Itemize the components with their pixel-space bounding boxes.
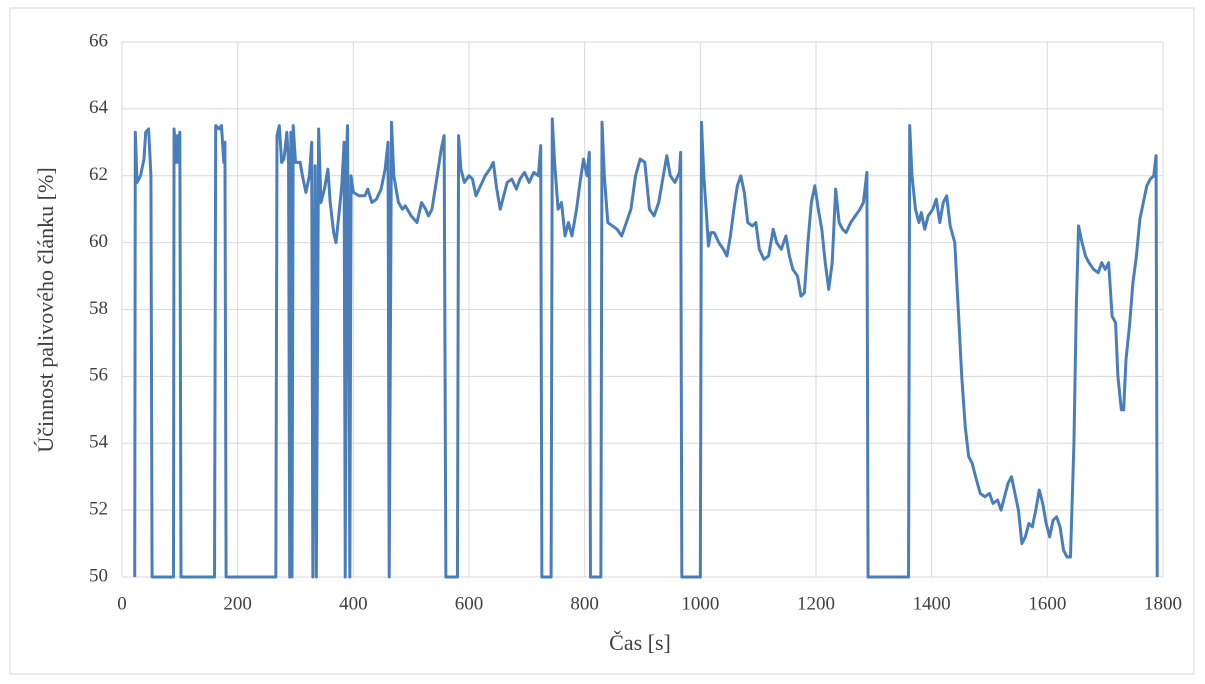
y-tick-label: 54 [89, 432, 109, 453]
y-tick-label: 50 [89, 565, 108, 586]
x-tick-label: 200 [223, 593, 252, 614]
x-axis-label: Čas [s] [609, 630, 671, 655]
y-tick-label: 52 [89, 498, 108, 519]
x-tick-label: 800 [570, 593, 599, 614]
y-tick-label: 66 [89, 30, 108, 51]
x-tick-label: 1400 [913, 593, 951, 614]
x-tick-label: 1200 [797, 593, 835, 614]
y-tick-label: 62 [89, 164, 108, 185]
y-tick-label: 56 [89, 365, 108, 386]
x-tick-label: 400 [339, 593, 368, 614]
x-tick-label: 0 [117, 593, 127, 614]
x-tick-label: 1600 [1028, 593, 1066, 614]
x-tick-label: 1000 [681, 593, 719, 614]
y-axis-label: Účinnost palivového článku [%] [33, 167, 58, 452]
data-line [133, 117, 1159, 579]
y-tick-label: 64 [89, 97, 109, 118]
y-tick-label: 60 [89, 231, 108, 252]
x-tick-label: 1800 [1144, 593, 1182, 614]
x-tick-label: 600 [455, 593, 484, 614]
y-tick-label: 58 [89, 298, 108, 319]
